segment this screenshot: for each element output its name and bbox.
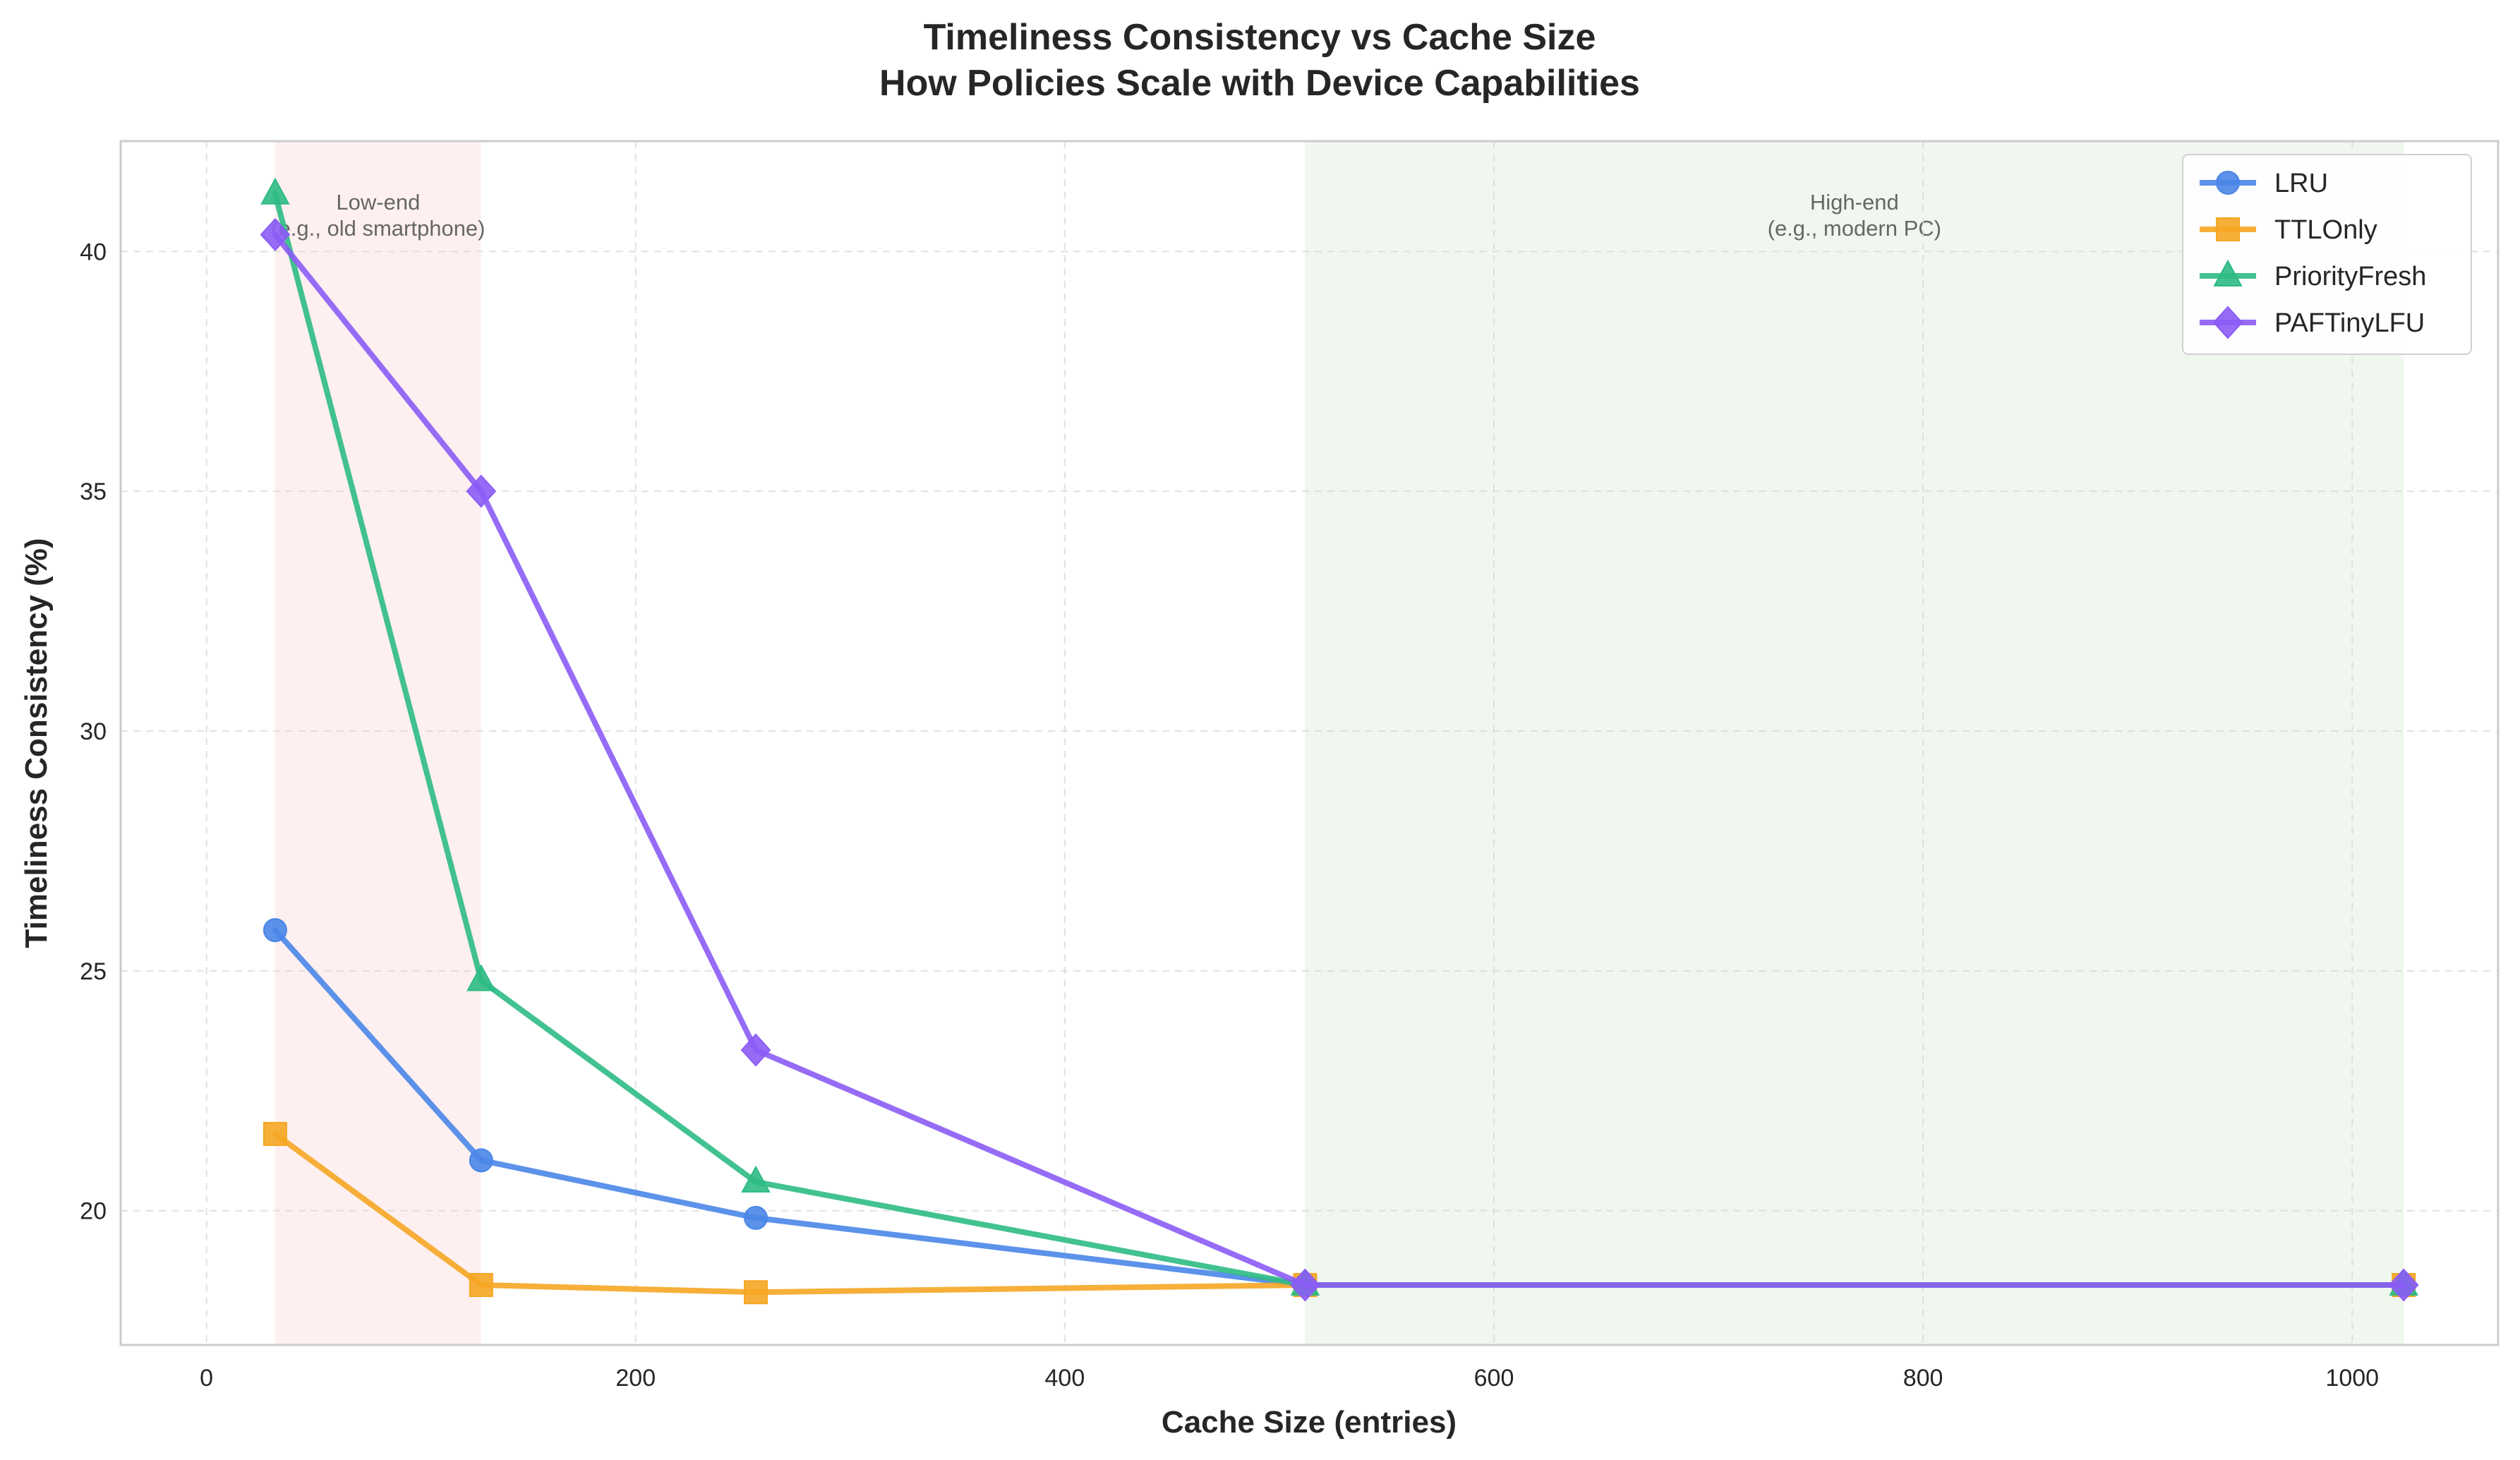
y-axis-label: Timeliness Consistency (%) xyxy=(19,538,54,948)
region-label-0-0: Low-end xyxy=(336,190,420,215)
device-regions: Low-end(e.g., old smartphone) High-end(e.… xyxy=(271,141,2404,1345)
data-point-paftinylfu-4 xyxy=(2388,1268,2419,1302)
legend: LRU TTLOnly PriorityFresh PAFTinyLFU xyxy=(2182,154,2472,355)
y-tick-label-1: 25 xyxy=(80,958,107,985)
legend-marker-ttlonly xyxy=(2216,217,2240,241)
x-tick-label-2: 400 xyxy=(1045,1365,1085,1392)
data-point-paftinylfu-2 xyxy=(740,1033,771,1067)
legend-marker-paftinylfu xyxy=(2212,306,2243,339)
data-point-priorityfresh-2 xyxy=(741,1165,771,1193)
x-tick-label-5: 1000 xyxy=(2325,1365,2379,1392)
legend-box xyxy=(2182,154,2472,355)
data-point-lru-1 xyxy=(469,1148,493,1173)
x-axis-label: Cache Size (entries) xyxy=(1162,1405,1457,1440)
x-tick-label-4: 800 xyxy=(1903,1365,1943,1392)
region-label-1-0: High-end xyxy=(1810,190,1899,215)
legend-label-ttlonly: TTLOnly xyxy=(2274,215,2377,245)
legend-marker-priorityfresh xyxy=(2213,259,2243,286)
x-tick-label-0: 0 xyxy=(200,1365,213,1392)
y-tick-label-0: 20 xyxy=(80,1198,107,1225)
series-lines xyxy=(260,177,2419,1305)
chart-title-line-1: Timeliness Consistency vs Cache Size xyxy=(924,17,1596,58)
data-point-paftinylfu-0 xyxy=(260,218,291,252)
series-paftinylfu xyxy=(260,218,2419,1302)
y-tick-label-3: 35 xyxy=(80,478,107,505)
chart-title-line-2: How Policies Scale with Device Capabilit… xyxy=(879,63,1640,104)
y-tick-label-4: 40 xyxy=(80,239,107,265)
legend-marker-lru xyxy=(2216,171,2240,195)
x-axis-ticks: 0 200 400 600 800 1000 xyxy=(200,1365,2379,1392)
data-point-lru-0 xyxy=(263,918,287,943)
data-point-ttlonly-0 xyxy=(263,1121,287,1146)
legend-label-lru: LRU xyxy=(2274,169,2328,198)
data-point-lru-2 xyxy=(744,1205,768,1230)
data-point-priorityfresh-1 xyxy=(466,964,496,991)
region-label-1-1: (e.g., modern PC) xyxy=(1768,216,1941,241)
y-axis-ticks: 20 25 30 35 40 xyxy=(80,239,107,1224)
legend-label-paftinylfu: PAFTinyLFU xyxy=(2274,308,2425,338)
data-point-paftinylfu-1 xyxy=(466,474,497,508)
region-band-0 xyxy=(275,141,481,1345)
plot-area-frame xyxy=(119,140,2500,1346)
data-point-priorityfresh-0 xyxy=(260,177,290,205)
data-point-ttlonly-2 xyxy=(744,1280,768,1305)
legend-label-priorityfresh: PriorityFresh xyxy=(2274,262,2426,291)
x-tick-label-3: 600 xyxy=(1474,1365,1514,1392)
grid-lines xyxy=(121,141,2498,1345)
data-point-ttlonly-1 xyxy=(469,1273,493,1298)
region-label-0-1: (e.g., old smartphone) xyxy=(271,216,485,241)
data-point-paftinylfu-3 xyxy=(1290,1268,1320,1302)
x-tick-label-1: 200 xyxy=(615,1365,656,1392)
y-tick-label-2: 30 xyxy=(80,718,107,745)
